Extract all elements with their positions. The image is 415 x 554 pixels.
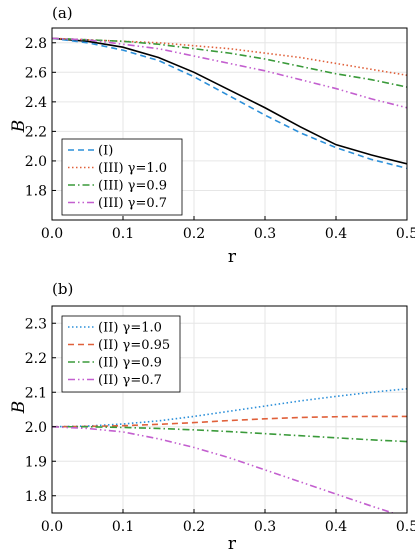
panel-b-ytick-label-1: 1.9 bbox=[25, 454, 47, 470]
panel-a-ytick-label-3: 2.4 bbox=[25, 95, 47, 111]
panel-a-xtick-label-4: 0.4 bbox=[325, 226, 347, 242]
panel-a-legend-label-0: (I) bbox=[98, 144, 113, 159]
panel-b-series-3-line bbox=[52, 425, 394, 513]
panel-b-ytick-label-4: 2.2 bbox=[25, 351, 47, 367]
panel-a-ytick-label-0: 1.8 bbox=[25, 183, 47, 199]
panel-b-xtick-label-2: 0.2 bbox=[183, 519, 205, 535]
panel-b-ytick-label-2: 2.0 bbox=[25, 420, 47, 436]
panel-a-ytick-label-2: 2.2 bbox=[25, 124, 47, 140]
panel-b-frame bbox=[51, 305, 408, 514]
panel-b-series-0-line bbox=[52, 388, 407, 428]
panel-b-legend-label-0: (II) γ=1.0 bbox=[98, 321, 162, 336]
panel-b-xtick-label-0: 0.0 bbox=[41, 519, 63, 535]
panel-a-series-4-line bbox=[52, 37, 407, 109]
panel-b-series-2-line bbox=[52, 425, 407, 443]
panel-b-legend-label-3: (II) γ=0.7 bbox=[98, 373, 162, 388]
panel-a-xtick-label-2: 0.2 bbox=[183, 226, 205, 242]
panel-a-ytick-label-4: 2.6 bbox=[25, 65, 47, 81]
panel-b-legend-label-2: (II) γ=0.9 bbox=[98, 356, 162, 371]
panel-a-frame bbox=[51, 27, 408, 221]
panel-a-series-2-line bbox=[52, 37, 407, 77]
panel-a-xtick-label-5: 0.5 bbox=[396, 226, 415, 242]
panel-b-ytick-label-0: 1.8 bbox=[25, 489, 47, 505]
panel-a-series-3-line bbox=[52, 37, 407, 88]
panel-a-xlabel: r bbox=[228, 247, 237, 267]
panel-b-xtick-label-1: 0.1 bbox=[112, 519, 134, 535]
panel-a-legend-label-1: (III) γ=1.0 bbox=[98, 161, 167, 176]
panel-a-legend-label-2: (III) γ=0.9 bbox=[98, 179, 167, 194]
panel-a-ytick-label-5: 2.8 bbox=[25, 36, 47, 52]
panel-a-xtick-label-3: 0.3 bbox=[254, 226, 276, 242]
panel-b-plot: 0.0 0.1 0.2 0.3 0.4 0.5 1.8 1.9 2.0 2.1 2.2 2.3 (II)… bbox=[25, 305, 415, 535]
panel-b-ylabel: B bbox=[9, 401, 29, 415]
panel-b-xtick-label-5: 0.5 bbox=[396, 519, 415, 535]
panel-a-xtick-label-0: 0.0 bbox=[41, 226, 63, 242]
panel-a-xtick-label-1: 0.1 bbox=[112, 226, 134, 242]
panel-a-ytick-label-1: 2.0 bbox=[25, 154, 47, 170]
panel-a-plot: 0.0 0.1 0.2 0.3 0.4 0.5 1.8 2.0 2.2 2.4 2.6 2.8 (I) (… bbox=[25, 27, 415, 242]
panel-b-legend-label-1: (II) γ=0.95 bbox=[98, 338, 170, 353]
panel-a-ylabel: B bbox=[9, 120, 29, 134]
panel-a-label: (a) bbox=[52, 4, 73, 22]
panel-b-xlabel: r bbox=[228, 534, 237, 554]
panel-b-legend-box bbox=[61, 315, 181, 393]
panel-b-label: (b) bbox=[52, 280, 73, 298]
panel-a-series-0-line bbox=[52, 37, 407, 165]
panel-b-ytick-label-5: 2.3 bbox=[25, 316, 47, 332]
panel-b-xtick-label-3: 0.3 bbox=[254, 519, 276, 535]
panel-b-xtick-label-4: 0.4 bbox=[325, 519, 347, 535]
panel-a-legend-box bbox=[61, 138, 183, 216]
panel-a-legend-label-3: (III) γ=0.7 bbox=[98, 196, 167, 211]
panel-b-ytick-label-3: 2.1 bbox=[25, 385, 47, 401]
